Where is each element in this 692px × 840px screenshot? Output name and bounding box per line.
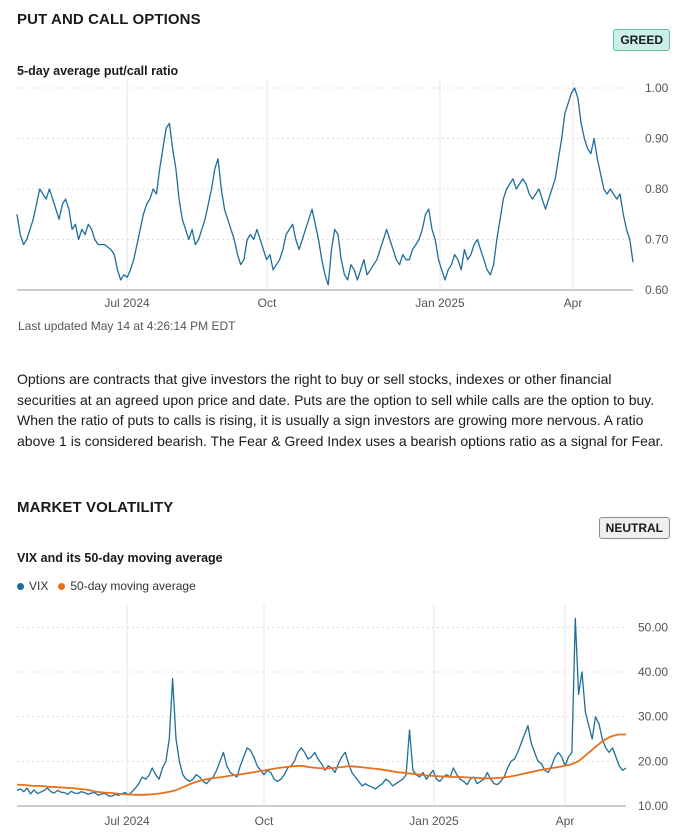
x-tick-label: Oct xyxy=(255,814,274,828)
last-updated-text: Last updated May 14 at 4:26:14 PM EDT xyxy=(18,319,236,333)
x-tick-label: Apr xyxy=(556,814,575,828)
series-line-vix xyxy=(16,617,627,797)
x-tick-label: Jul 2024 xyxy=(104,814,150,828)
volatility-section-title: MARKET VOLATILITY xyxy=(17,499,174,516)
legend-label-moving-average: 50-day moving average xyxy=(70,579,196,593)
y-tick-label: 20.00 xyxy=(638,754,668,768)
y-tick-label: 10.00 xyxy=(638,799,668,813)
y-tick-label: 0.60 xyxy=(645,283,669,297)
put-call-section-title: PUT AND CALL OPTIONS xyxy=(17,11,201,28)
moving-average-legend-dot-icon xyxy=(58,582,66,590)
legend-label-vix: VIX xyxy=(29,579,49,593)
vix-legend-dot-icon xyxy=(17,582,24,590)
y-tick-label: 1.00 xyxy=(645,81,669,95)
legend-item-vix[interactable]: VIX xyxy=(17,579,48,593)
greed-status-badge: GREED xyxy=(613,29,670,51)
x-tick-label: Jan 2025 xyxy=(415,296,465,310)
y-tick-label: 0.80 xyxy=(645,182,669,196)
put-call-ratio-chart: 1.00 0.90 0.80 0.70 0.60 Jul 2024 Oct Jan 2025 A… xyxy=(16,80,669,310)
vix-chart: 50.00 40.00 30.00 20.00 10.00 Jul 2024 Oct Jan … xyxy=(16,605,668,828)
y-tick-label: 40.00 xyxy=(638,665,668,679)
x-tick-label: Jul 2024 xyxy=(104,296,150,310)
neutral-status-badge: NEUTRAL xyxy=(598,517,670,539)
series-line-50-day-moving-average xyxy=(16,733,626,796)
put-call-chart-subtitle: 5-day average put/call ratio xyxy=(17,64,179,78)
x-tick-label: Oct xyxy=(258,296,277,310)
y-tick-label: 0.70 xyxy=(645,233,669,247)
vix-chart-legend: VIX 50-day moving average xyxy=(17,579,196,593)
y-tick-label: 30.00 xyxy=(638,710,668,724)
series-line-5-day-average-put-call-ratio xyxy=(16,87,634,286)
options-description: Options are contracts that give investor… xyxy=(17,371,664,449)
vix-chart-subtitle: VIX and its 50-day moving average xyxy=(17,551,223,565)
x-tick-label: Jan 2025 xyxy=(409,814,459,828)
y-tick-label: 50.00 xyxy=(638,620,668,634)
y-tick-label: 0.90 xyxy=(645,132,669,146)
x-tick-label: Apr xyxy=(564,296,583,310)
legend-item-moving-average[interactable]: 50-day moving average xyxy=(58,579,196,593)
